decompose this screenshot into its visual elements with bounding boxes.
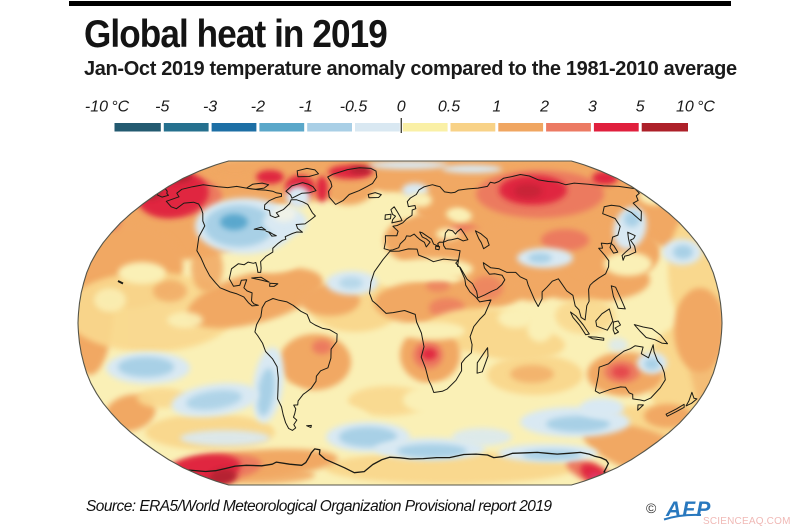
svg-text:-3: -3 (203, 99, 217, 116)
svg-text:-5: -5 (155, 99, 169, 116)
svg-text:10 °C: 10 °C (676, 99, 715, 116)
svg-text:5: 5 (636, 99, 645, 116)
svg-text:-2: -2 (251, 99, 265, 116)
svg-text:3: 3 (588, 99, 597, 116)
svg-text:-0.5: -0.5 (340, 99, 368, 116)
svg-text:-1: -1 (299, 99, 313, 116)
svg-text:-10 °C: -10 °C (85, 99, 130, 116)
svg-text:0: 0 (397, 99, 406, 116)
svg-text:1: 1 (492, 99, 501, 116)
svg-text:2: 2 (539, 99, 549, 116)
svg-text:0.5: 0.5 (438, 99, 460, 116)
